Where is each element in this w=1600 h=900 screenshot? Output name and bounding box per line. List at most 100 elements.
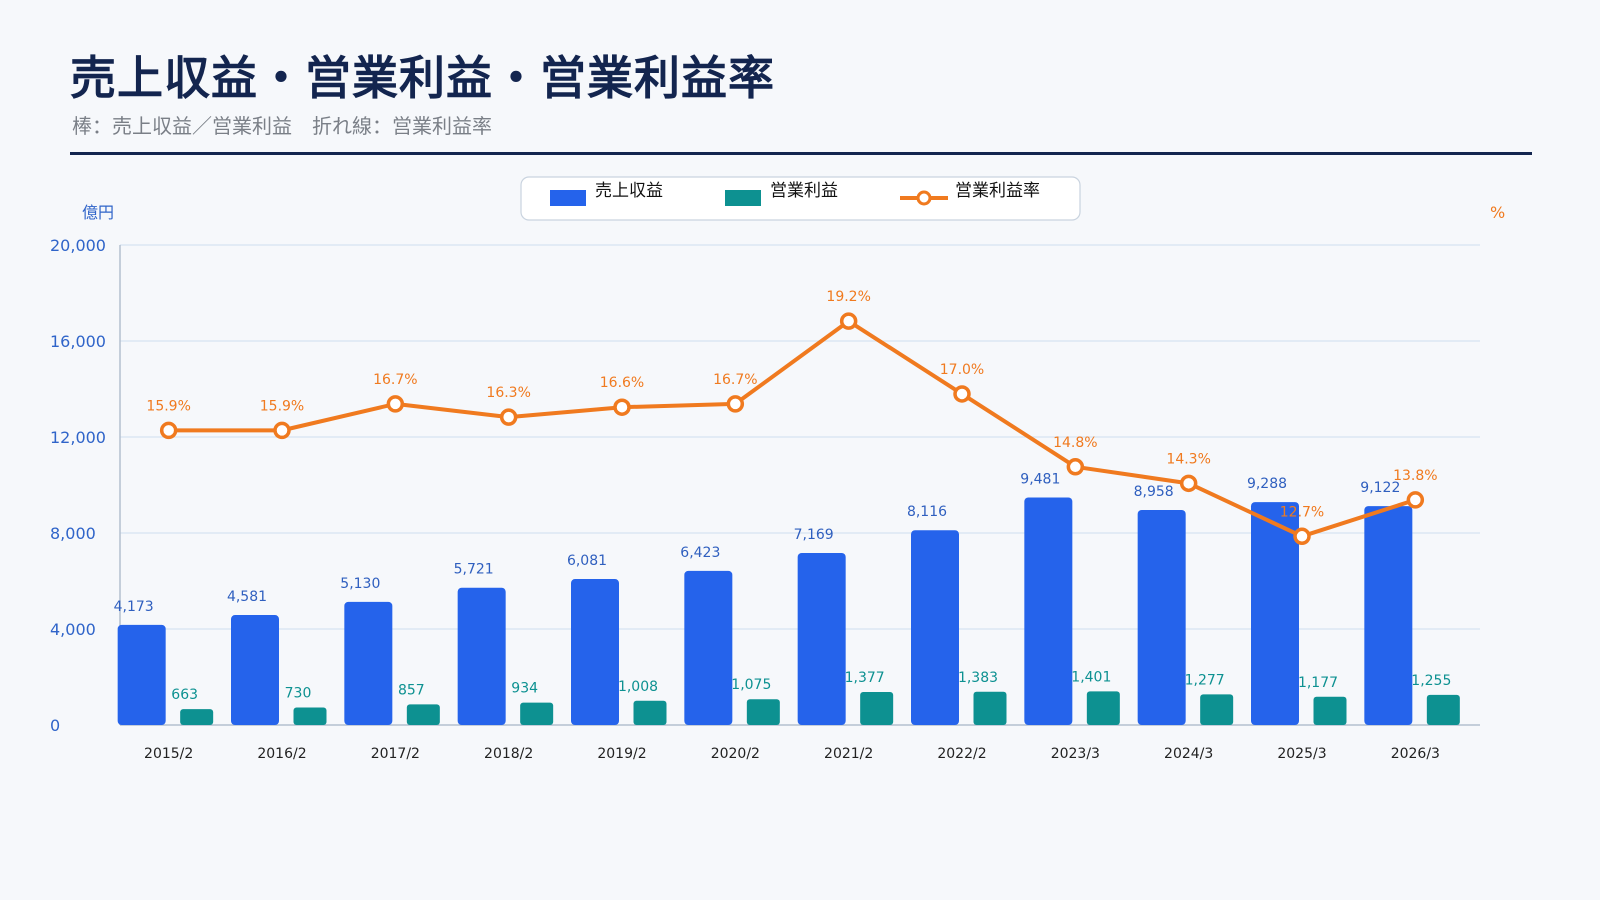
x-tick-label: 2020/2 xyxy=(711,746,760,762)
margin-point xyxy=(953,385,971,403)
margin-point xyxy=(726,395,745,413)
profit-value-label: 1,383 xyxy=(958,670,998,686)
profit-value-label: 1,401 xyxy=(1071,669,1111,685)
y-axis-label: 億円 xyxy=(82,203,114,222)
legend-label-margin: 営業利益率 xyxy=(955,181,1040,201)
x-tick-label: 2024/3 xyxy=(1164,746,1213,762)
revenue-value-label: 9,122 xyxy=(1360,480,1400,496)
margin-point xyxy=(839,312,858,330)
chart-subtitle: 棒：売上収益／営業利益 折れ線：営業利益率 xyxy=(72,114,492,138)
margin-value-label: 13.8% xyxy=(1393,468,1437,484)
revenue-bar xyxy=(457,587,506,725)
profit-value-label: 1,377 xyxy=(845,670,885,686)
revenue-value-label: 9,481 xyxy=(1020,471,1060,487)
profit-value-label: 663 xyxy=(171,687,198,703)
revenue-bar xyxy=(1024,497,1073,725)
y-tick-label: 12,000 xyxy=(50,428,106,447)
margin-value-label: 16.7% xyxy=(713,372,757,388)
margin-value-label: 14.8% xyxy=(1053,435,1097,451)
legend-swatch-profit xyxy=(725,190,761,206)
profit-value-label: 1,255 xyxy=(1411,673,1451,689)
profit-bar xyxy=(406,704,440,725)
margin-value-label: 16.3% xyxy=(486,385,530,401)
revenue-bar xyxy=(1364,506,1413,725)
margin-point xyxy=(1293,527,1311,546)
margin-point xyxy=(613,398,631,416)
legend-swatch-margin-marker xyxy=(916,190,932,206)
profit-bar xyxy=(860,691,894,725)
revenue-bar xyxy=(911,530,959,725)
profit-bar xyxy=(1426,694,1460,725)
margin-line xyxy=(168,319,1416,539)
profit-bar xyxy=(520,702,554,725)
x-tick-label: 2025/3 xyxy=(1277,746,1326,762)
revenue-bar xyxy=(231,615,279,725)
y-tick-label: 4,000 xyxy=(50,620,96,639)
legend-label-profit: 営業利益 xyxy=(770,181,838,201)
margin-value-label: 12.7% xyxy=(1280,504,1324,520)
x-tick-label: 2017/2 xyxy=(371,746,420,762)
margin-value-label: 15.9% xyxy=(260,398,304,414)
revenue-value-label: 6,423 xyxy=(680,545,720,561)
legend-label-revenue: 売上収益 xyxy=(595,181,663,201)
profit-value-label: 1,075 xyxy=(731,677,771,693)
profit-value-label: 730 xyxy=(285,685,312,701)
revenue-value-label: 8,116 xyxy=(907,504,947,520)
y-tick-label: 16,000 xyxy=(50,332,106,351)
profit-bar xyxy=(1086,691,1120,725)
profit-bar xyxy=(1313,696,1347,725)
profit-value-label: 1,177 xyxy=(1298,675,1338,691)
x-tick-label: 2022/2 xyxy=(937,746,986,762)
title-divider xyxy=(70,152,1532,155)
revenue-value-label: 6,081 xyxy=(567,553,607,569)
revenue-bar xyxy=(571,579,619,725)
profit-bar xyxy=(973,691,1007,725)
margin-point xyxy=(499,408,518,426)
revenue-value-label: 7,169 xyxy=(794,527,834,543)
revenue-bar xyxy=(344,601,393,725)
margin-value-label: 19.2% xyxy=(826,289,870,305)
y-tick-label: 20,000 xyxy=(50,236,106,255)
x-tick-label: 2019/2 xyxy=(597,746,646,762)
y-tick-label: 0 xyxy=(50,716,60,735)
revenue-bar xyxy=(1137,510,1186,725)
profit-value-label: 857 xyxy=(398,682,425,698)
margin-point xyxy=(159,421,178,440)
revenue-bar xyxy=(684,570,733,725)
profit-bar xyxy=(1200,694,1234,725)
profit-bar xyxy=(746,699,780,725)
profit-value-label: 934 xyxy=(511,681,538,697)
revenue-value-label: 5,130 xyxy=(340,576,380,592)
x-tick-label: 2016/2 xyxy=(257,746,306,762)
y2-axis-label: % xyxy=(1490,203,1505,222)
profit-bar xyxy=(633,700,667,725)
profit-value-label: 1,008 xyxy=(618,679,658,695)
y-tick-label: 8,000 xyxy=(50,524,96,543)
revenue-value-label: 9,288 xyxy=(1247,476,1287,492)
legend-box xyxy=(520,176,1081,221)
legend-swatch-revenue xyxy=(550,190,586,206)
margin-point xyxy=(1066,458,1085,476)
x-tick-label: 2021/2 xyxy=(824,746,873,762)
revenue-value-label: 4,173 xyxy=(114,599,154,615)
revenue-bar xyxy=(797,552,846,725)
x-tick-label: 2018/2 xyxy=(484,746,533,762)
profit-value-label: 1,277 xyxy=(1185,672,1225,688)
margin-value-label: 16.6% xyxy=(600,375,644,391)
margin-value-label: 15.9% xyxy=(146,398,190,414)
revenue-value-label: 5,721 xyxy=(454,562,494,578)
revenue-bar xyxy=(117,624,166,725)
margin-value-label: 16.7% xyxy=(373,372,417,388)
profit-bar xyxy=(293,707,327,725)
margin-point xyxy=(386,395,405,413)
margin-value-label: 14.3% xyxy=(1166,451,1210,467)
margin-point xyxy=(1406,491,1425,509)
profit-bar xyxy=(180,709,214,725)
revenue-bar xyxy=(1251,502,1299,725)
x-tick-label: 2026/3 xyxy=(1391,746,1440,762)
x-tick-label: 2015/2 xyxy=(144,746,193,762)
revenue-value-label: 4,581 xyxy=(227,589,267,605)
margin-value-label: 17.0% xyxy=(940,362,984,378)
margin-point xyxy=(1179,474,1198,493)
